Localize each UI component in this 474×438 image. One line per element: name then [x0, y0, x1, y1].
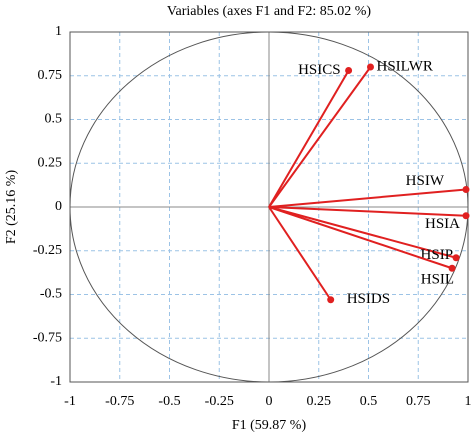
x-axis-label: F1 (59.87 %) [232, 418, 307, 433]
vector [268, 66, 372, 208]
y-tick-label: 0.75 [38, 68, 63, 83]
x-tick-label: 0.5 [360, 394, 378, 409]
point [452, 254, 460, 262]
plot-frame [69, 31, 469, 383]
point-label: HSIL [421, 272, 454, 288]
vector [268, 206, 467, 217]
x-tick-label: -0.25 [205, 394, 234, 409]
x-tick-label: 1 [465, 394, 472, 409]
y-tick-label: 0.25 [38, 155, 63, 170]
vector [268, 188, 467, 208]
point [462, 186, 470, 193]
point [366, 63, 374, 71]
point-label: HSILWR [376, 58, 432, 74]
point-label: HSIP [421, 247, 454, 263]
y-tick-label: 0.5 [45, 112, 63, 127]
chart-title: Variables (axes F1 and F2: 85.02 %) [167, 4, 371, 19]
vector [268, 69, 350, 208]
x-tick-label: 0.75 [406, 394, 431, 409]
x-tick-label: 0 [266, 394, 273, 409]
vector [268, 206, 453, 270]
x-tick-label: -0.5 [158, 394, 180, 409]
vector [268, 206, 457, 259]
x-tick-label: 0.25 [307, 394, 332, 409]
point-label: HSIW [406, 173, 445, 189]
x-tick-label: -1 [64, 394, 76, 409]
point-label: HSICS [298, 62, 341, 78]
point [448, 264, 456, 272]
y-tick-label: -0.75 [33, 330, 62, 345]
point-label: HSIDS [347, 291, 390, 307]
vector [268, 206, 332, 301]
point [327, 296, 335, 304]
x-tick-label: -0.75 [105, 394, 134, 409]
y-tick-label: 1 [55, 24, 62, 39]
y-axis-label: F2 (25.16 %) [4, 170, 19, 245]
point [462, 212, 470, 220]
y-tick-label: -0.25 [33, 243, 62, 258]
point-label: HSIA [425, 216, 460, 232]
y-tick-label: -0.5 [40, 287, 62, 302]
y-tick-label: -1 [50, 374, 62, 389]
y-tick-label: 0 [55, 199, 62, 214]
point [345, 67, 353, 74]
